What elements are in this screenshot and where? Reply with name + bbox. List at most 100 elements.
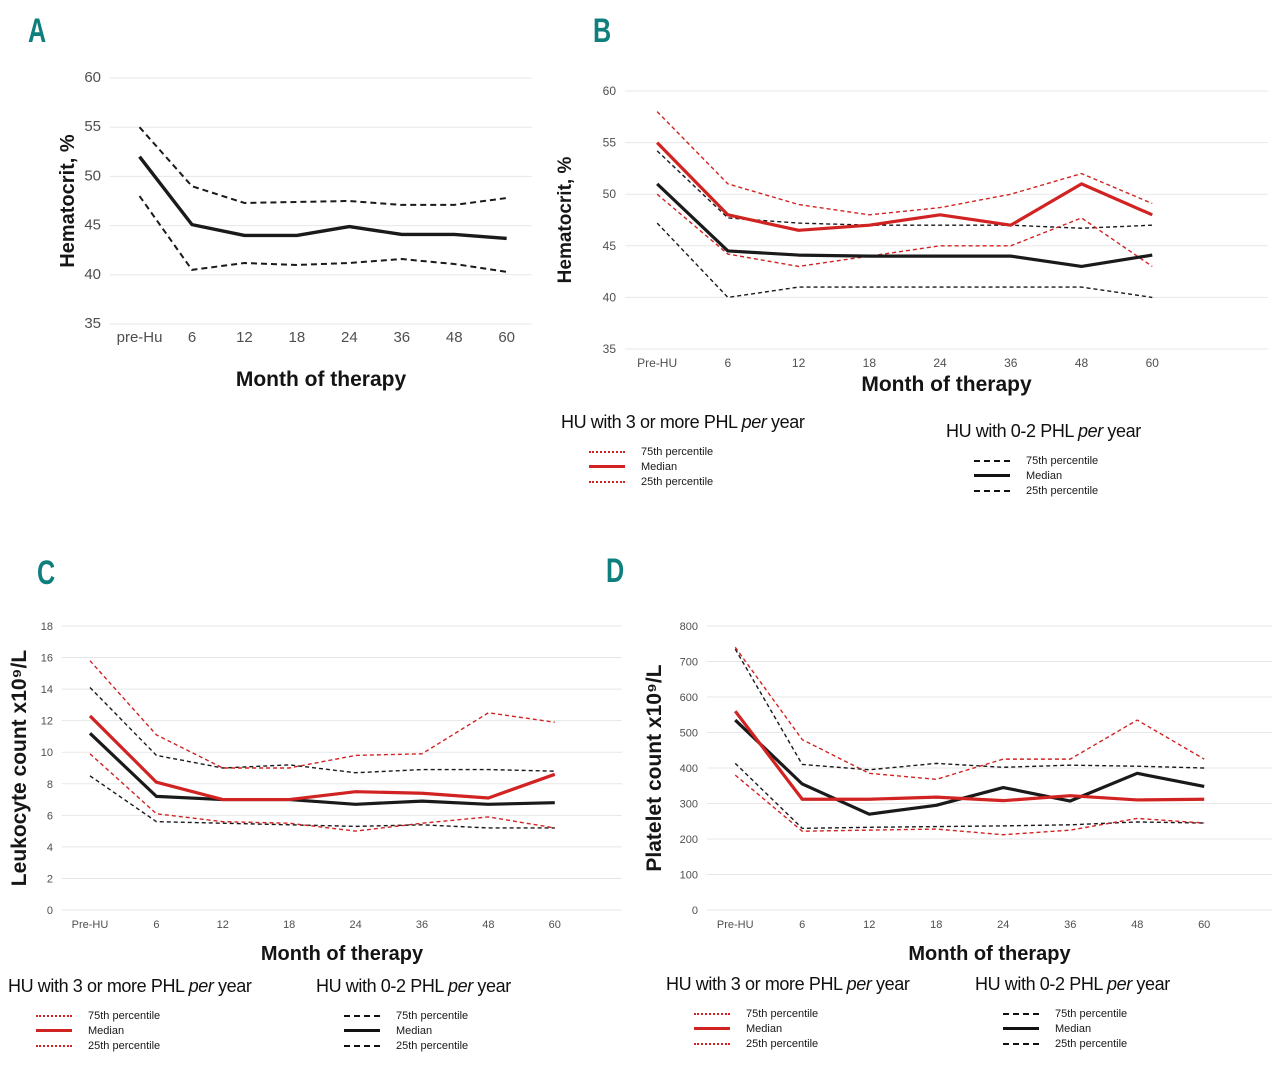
x-tick-label: 60: [549, 919, 561, 931]
series-hu-with-3-or-more-phl-per-year-25th-percentile-line: [656, 193, 1153, 268]
legend-entry: 75th percentile: [344, 1010, 511, 1022]
x-tick-label: 48: [1075, 356, 1089, 370]
x-axis-label: Month of therapy: [236, 368, 407, 391]
series-hu-with-3-or-more-phl-per-year-median-line: [733, 710, 1205, 803]
legend-entry: 25th percentile: [344, 1040, 511, 1052]
series-hu-with-3-or-more-phl-per-year-median-line: [656, 141, 1153, 232]
legend-entry: 25th percentile: [36, 1040, 251, 1052]
legend-title-text: year: [871, 974, 910, 994]
x-tick-label: 12: [217, 919, 229, 931]
legend-entry-label: Median: [641, 460, 678, 473]
x-tick-label: 48: [482, 919, 494, 931]
dashed-line-swatch: [974, 459, 1010, 462]
series-median-line: [138, 155, 507, 241]
legend-title-italic: per: [1106, 974, 1132, 994]
series-hu-with-3-or-more-phl-per-year-75th-percentile-line: [734, 646, 1205, 781]
y-tick-label: 400: [680, 763, 698, 775]
legend-entry-label: 75th percentile: [88, 1009, 161, 1022]
legend-title-text: HU with 0-2 PHL: [975, 974, 1107, 994]
y-tick-label: 500: [680, 728, 698, 740]
x-tick-label: 48: [446, 329, 463, 346]
x-tick-label: Pre-HU: [717, 919, 754, 931]
series-hu-with-0-2-phl-per-year-median-line: [734, 718, 1205, 816]
x-axis-label: Month of therapy: [261, 943, 424, 965]
legend-entry: Median: [589, 460, 804, 473]
x-tick-label: Pre-HU: [72, 919, 109, 931]
legend-title: HU with 3 or more PHL per year: [561, 412, 805, 433]
legend-row-panel-b: HU with 3 or more PHL per year 75th perc…: [558, 412, 1280, 512]
legend-entries: 75th percentile Median 25th percentile: [561, 445, 804, 488]
legend-title-text: year: [1131, 974, 1170, 994]
legend-title-text: HU with 0-2 PHL: [946, 421, 1078, 441]
legend-entry-label: 25th percentile: [1055, 1037, 1128, 1050]
dashed-line-swatch: [1003, 1042, 1039, 1045]
panel-label-b: B: [593, 12, 612, 50]
x-axis-label: Month of therapy: [861, 373, 1032, 396]
y-tick-label: 16: [41, 653, 53, 665]
dashed-line-swatch: [344, 1014, 380, 1017]
series-hu-with-3-or-more-phl-per-year-25th-percentile-line: [734, 774, 1205, 836]
series-hu-with-3-or-more-phl-per-year-75th-percentile-line: [89, 660, 555, 769]
series-hu-with-3-or-more-phl-per-year-75th-percentile-line: [656, 111, 1153, 216]
y-tick-label: 60: [84, 69, 101, 86]
dashed-line-swatch: [1003, 1012, 1039, 1015]
dashed-line-swatch: [694, 1012, 730, 1015]
dashed-line-swatch: [589, 480, 625, 483]
dashed-line-swatch: [344, 1044, 380, 1047]
legend-entry-label: 25th percentile: [746, 1037, 819, 1050]
y-axis-label: Leukocyte count x10⁹/L: [8, 650, 31, 887]
x-tick-label: 60: [1146, 356, 1160, 370]
y-axis-label: Hematocrit, %: [555, 157, 576, 284]
y-tick-label: 60: [603, 84, 617, 98]
x-tick-label: 6: [799, 919, 805, 931]
chart-b-hematocrit-by-phlebotomy-group: 35 40 45 50 55 60 Pre-HU 6 12 18 24 36 48 60 Hematocri…: [555, 84, 1268, 396]
y-tick-label: 4: [47, 842, 53, 854]
x-tick-label: pre-Hu: [117, 329, 163, 346]
legend-entry-label: 75th percentile: [641, 445, 714, 458]
dashed-line-swatch: [589, 450, 625, 453]
legend-title-text: HU with 0-2 PHL: [316, 976, 448, 996]
solid-line-swatch: [36, 1029, 72, 1032]
y-tick-label: 8: [47, 779, 53, 791]
legend-entry: 25th percentile: [589, 476, 804, 488]
panel-label-c: C: [37, 554, 56, 592]
solid-line-swatch: [694, 1027, 730, 1030]
x-tick-label: 18: [283, 919, 295, 931]
legend-group-0-2-phl: HU with 0-2 PHL per year 75th percentile…: [975, 974, 1170, 1050]
legend-title-text: year: [213, 976, 252, 996]
y-tick-label: 600: [680, 692, 698, 704]
y-tick-label: 45: [603, 239, 617, 253]
legend-entries: 75th percentile Median 25th percentile: [666, 1008, 909, 1050]
y-tick-label: 40: [84, 266, 101, 283]
series-hu-with-0-2-phl-per-year-median-line: [656, 182, 1153, 269]
legend-title: HU with 0-2 PHL per year: [316, 976, 511, 997]
y-tick-label: 18: [41, 621, 53, 633]
legend-title: HU with 3 or more PHL per year: [666, 974, 910, 995]
panel-label-d: D: [606, 552, 625, 590]
chart-d-platelet-count: 0 100 200 300 400 500 600 700 800 Pre-HU 6 12 18 24 36…: [643, 621, 1272, 965]
legend-entry: 25th percentile: [974, 485, 1141, 497]
x-tick-label: 18: [930, 919, 942, 931]
legend-entry: 75th percentile: [1003, 1008, 1170, 1020]
x-tick-label: 36: [393, 329, 410, 346]
x-tick-label: 6: [188, 329, 196, 346]
x-tick-label: 24: [349, 919, 361, 931]
legend-entries: 75th percentile Median 25th percentile: [8, 1009, 251, 1052]
series-hu-with-0-2-phl-per-year-25th-percentile-line: [89, 775, 555, 829]
x-tick-label: 12: [792, 356, 806, 370]
legend-title: HU with 3 or more PHL per year: [8, 976, 252, 997]
x-tick-label: 48: [1131, 919, 1143, 931]
y-tick-label: 10: [41, 747, 53, 759]
series-25th-percentile-line: [138, 195, 507, 273]
y-tick-label: 300: [680, 799, 698, 811]
y-tick-label: 800: [680, 621, 698, 633]
y-tick-label: 40: [603, 290, 617, 304]
x-tick-label: 12: [236, 329, 253, 346]
legend-title-italic: per: [1077, 421, 1103, 441]
legend-entry: Median: [1003, 1023, 1170, 1035]
y-tick-label: 6: [47, 810, 53, 822]
legend-group-0-2-phl: HU with 0-2 PHL per year 75th percentile…: [316, 976, 511, 1052]
legend-entry: Median: [974, 470, 1141, 482]
y-tick-label: 700: [680, 657, 698, 669]
